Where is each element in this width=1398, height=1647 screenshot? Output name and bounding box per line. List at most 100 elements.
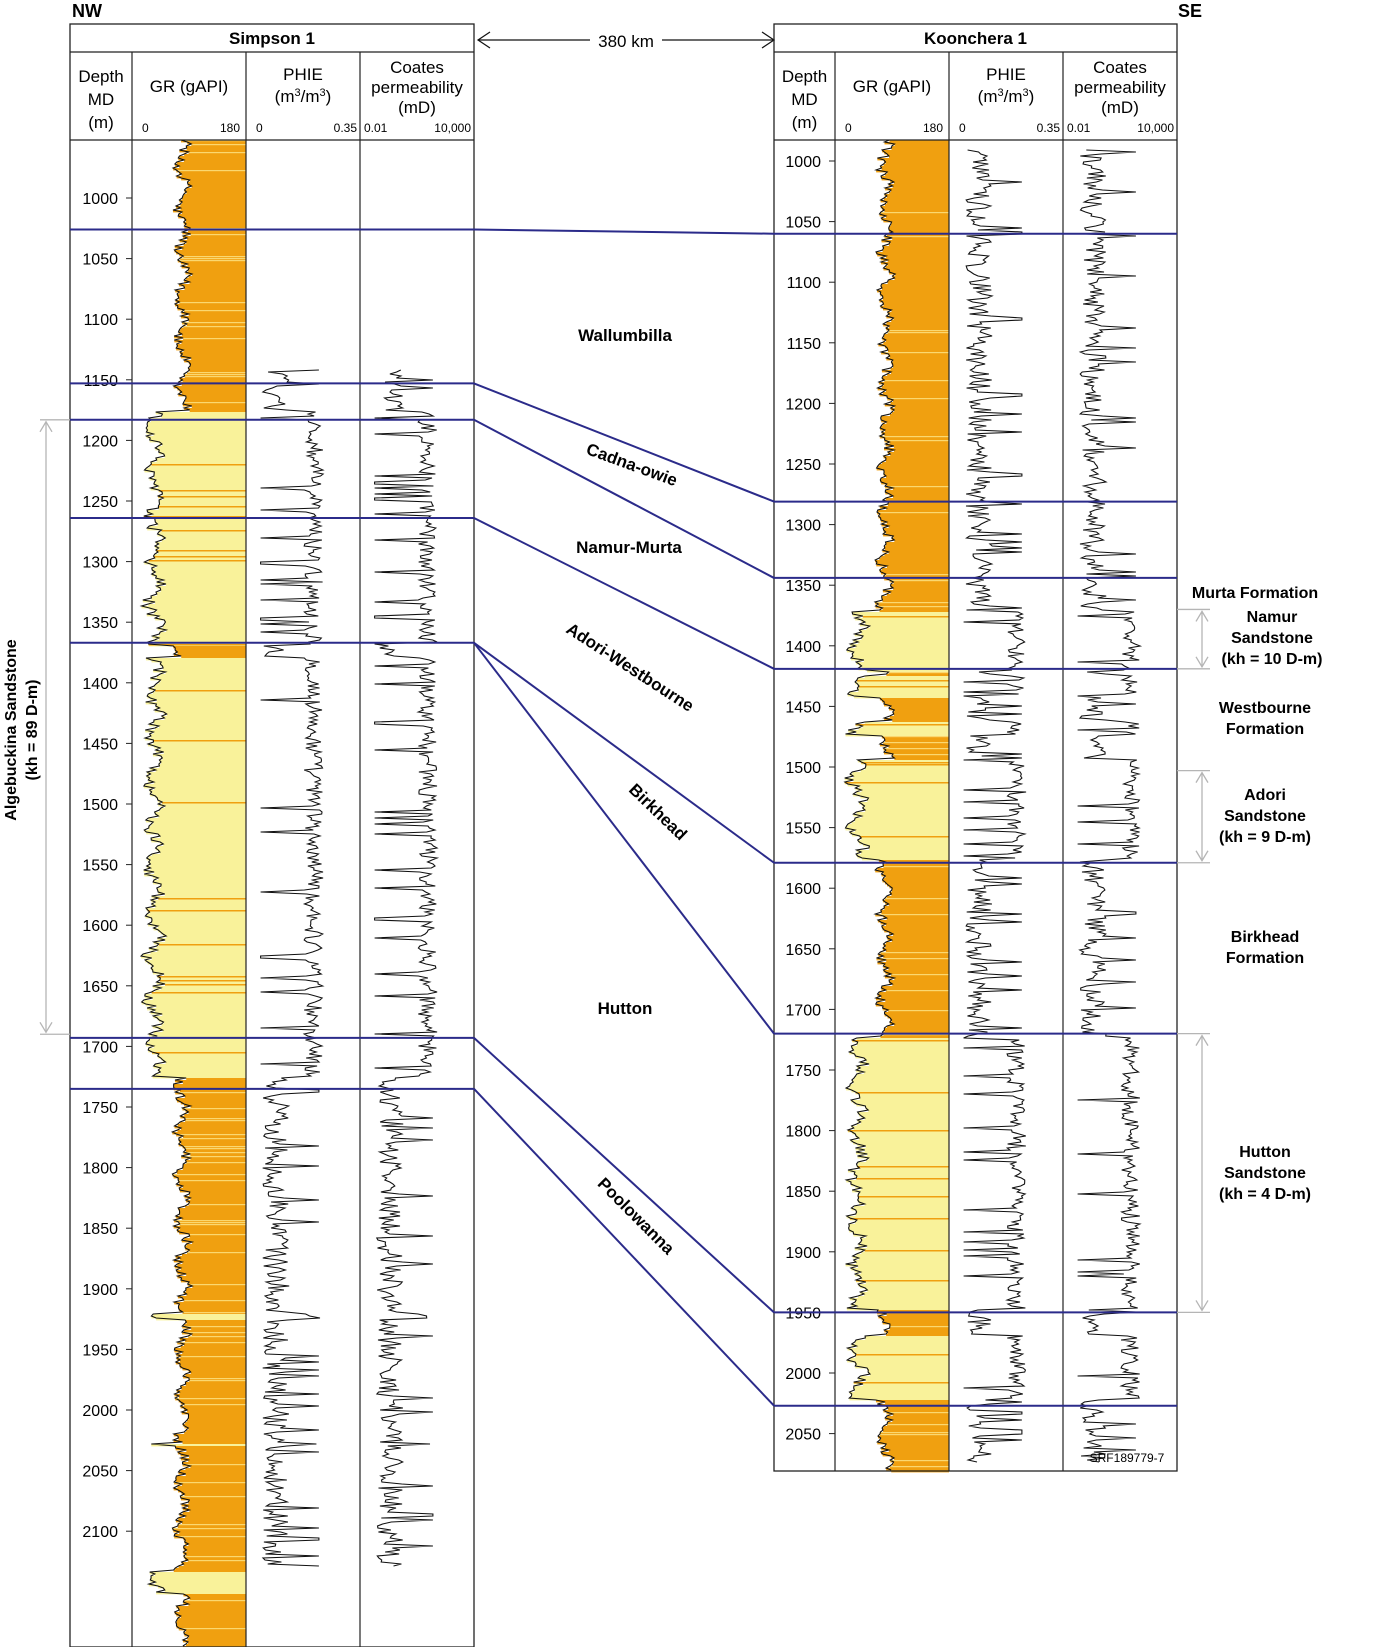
gr-fill-band (856, 1124, 949, 1127)
gr-fill-band (177, 1264, 246, 1267)
gr-fill-band (861, 1252, 949, 1255)
gr-fill-band (881, 874, 949, 877)
gr-fill-streak (183, 338, 246, 340)
gr-fill-band (149, 1040, 246, 1043)
gr-fill-band (855, 1148, 949, 1151)
gr-fill-band (855, 1274, 949, 1277)
gr-fill-band (156, 576, 246, 579)
gr-fill-band (856, 1306, 949, 1309)
gr-fill-band (181, 342, 246, 345)
gr-fill-streak (879, 1434, 949, 1436)
gr-fill-band (155, 522, 246, 525)
gr-fill-band (877, 510, 949, 513)
gr-fill-band (158, 726, 246, 729)
gr-fill-band (156, 888, 246, 891)
gr-fill-band (164, 620, 246, 623)
gr-fill-band (187, 1638, 246, 1641)
gr-fill-band (884, 1014, 949, 1017)
gr-fill-band (852, 772, 949, 775)
perm-curve (1077, 149, 1143, 1463)
gr-fill-band (868, 1158, 949, 1161)
gr-fill-band (881, 370, 949, 373)
gr-fill-band (881, 426, 949, 429)
gr-fill-band (151, 792, 246, 795)
gr-fill-streak (844, 782, 949, 784)
gr-fill-band (174, 164, 246, 167)
distance-arrowhead-left (476, 31, 491, 49)
gr-fill-streak (155, 690, 246, 692)
gr-fill-streak (183, 374, 246, 376)
gr-fill-band (879, 698, 949, 701)
gr-fill-band (147, 510, 246, 513)
gr-fill-band (890, 454, 949, 457)
gr-fill-band (878, 860, 949, 863)
gr-fill-band (876, 1002, 949, 1005)
gr-fill-streak (881, 736, 949, 738)
gr-fill-band (182, 1512, 246, 1515)
gr-fill-band (890, 180, 949, 183)
gr-fill-band (852, 834, 949, 837)
gr-fill-band (185, 1340, 246, 1343)
gr-fill-band (856, 1346, 949, 1349)
gr-fill-band (889, 932, 949, 935)
gr-fill-streak (147, 910, 246, 912)
gr-fill-streak (175, 1398, 246, 1400)
gr-fill-band (178, 332, 246, 335)
gr-fill-band (144, 470, 246, 473)
gr-fill-band (176, 1390, 246, 1393)
gr-fill-band (150, 678, 246, 681)
gr-fill-streak (158, 944, 246, 946)
gr-fill-band (150, 736, 246, 739)
gr-fill-band (182, 1262, 246, 1265)
gr-fill-band (883, 220, 949, 223)
depth-tick-label: 1850 (82, 1221, 118, 1238)
gr-fill-band (183, 1408, 246, 1411)
depth-tick-label: 1000 (82, 191, 118, 208)
gr-fill-band (180, 208, 246, 211)
gr-fill-band (892, 888, 949, 891)
gr-fill-streak (172, 1174, 246, 1176)
gr-fill-band (143, 786, 246, 789)
gr-fill-band (154, 554, 246, 557)
gr-fill-band (854, 1206, 949, 1209)
gr-fill-band (179, 1338, 246, 1341)
gr-fill-band (180, 1102, 246, 1105)
gr-fill-streak (177, 260, 246, 262)
gr-fill-band (177, 388, 246, 391)
distance-indicator: 380 km (476, 31, 776, 51)
gr-fill-band (891, 362, 949, 365)
gr-fill-band (851, 1046, 949, 1049)
gr-fill-band (146, 468, 246, 471)
gr-fill-band (182, 1640, 246, 1643)
gr-fill-band (851, 1100, 949, 1103)
gr-fill-band (879, 992, 949, 995)
gr-fill-band (886, 896, 949, 899)
gr-fill-streak (884, 440, 949, 442)
correlation-line (473, 641, 775, 864)
gr-fill-band (856, 1066, 949, 1069)
gr-fill-band (885, 542, 949, 545)
gr-fill-band (186, 146, 246, 149)
gr-fill-band (146, 866, 246, 869)
gr-fill-band (166, 714, 246, 717)
gr-fill-band (173, 1570, 246, 1573)
gr-fill-band (177, 1276, 246, 1279)
gr-fill-band (877, 1436, 949, 1439)
gr-fill-band (886, 508, 949, 511)
zone-label-cadna-owie: Cadna-owie (584, 440, 680, 490)
gr-fill-band (178, 1518, 246, 1521)
gr-fill-band (164, 624, 246, 627)
gr-fill-band (151, 922, 246, 925)
gr-fill-band (862, 858, 949, 861)
gr-fill-band (889, 892, 949, 895)
gr-fill-band (884, 738, 949, 741)
gr-fill-band (182, 1368, 246, 1371)
gr-fill-band (181, 392, 246, 395)
gr-fill-band (853, 1142, 949, 1145)
gr-fill-band (186, 278, 246, 281)
gr-fill-band (175, 290, 246, 293)
gr-fill-band (882, 302, 949, 305)
gr-fill-band (182, 380, 246, 383)
gr-fill-band (852, 1256, 949, 1259)
gr-fill-band (187, 318, 246, 321)
